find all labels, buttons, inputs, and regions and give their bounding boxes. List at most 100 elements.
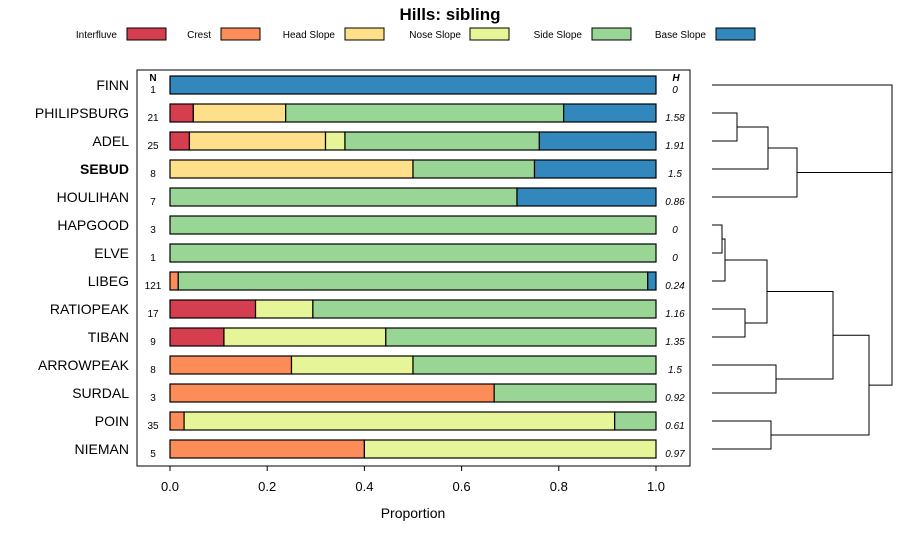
bar-segment xyxy=(169,215,657,235)
legend-swatch xyxy=(469,27,510,41)
row-label: ADEL xyxy=(92,133,129,149)
legend-swatch xyxy=(126,27,167,41)
row-n-count: 5 xyxy=(150,449,156,460)
bar-segment xyxy=(169,131,191,151)
row-n-count: 17 xyxy=(147,309,159,320)
dendrogram-branch xyxy=(712,238,726,282)
bar-segment xyxy=(169,439,365,459)
plot-frame xyxy=(136,69,691,467)
row-h-value: 1.91 xyxy=(665,141,684,152)
dendrogram-branch xyxy=(712,126,769,170)
row-n-count: 3 xyxy=(150,393,156,404)
row-h-value: 1.58 xyxy=(665,113,685,124)
legend-label: Nose Slope xyxy=(409,30,461,41)
bar-rows: FINN 1 0 PHILIPSBURG 21 1.58 ADEL 25 1.91 SEBUD 8 1… xyxy=(35,75,685,460)
row-h-value: 1.16 xyxy=(665,309,685,320)
x-tick-label: 0.8 xyxy=(550,479,568,494)
row-n-count: 8 xyxy=(150,365,156,376)
bar-segment xyxy=(169,271,179,291)
bar-segment xyxy=(188,131,327,151)
bar-segment xyxy=(169,355,293,375)
bar-segment xyxy=(290,355,414,375)
row-label: TIBAN xyxy=(88,329,129,345)
row-label: PHILIPSBURG xyxy=(35,105,129,121)
bar-segment xyxy=(169,383,495,403)
row-label: FINN xyxy=(96,77,129,93)
legend: Interfluve Crest Head Slope Nose Slope Side … xyxy=(76,27,756,41)
row-h-value: 0.61 xyxy=(665,421,684,432)
legend-label: Side Slope xyxy=(534,30,583,41)
bar-segment xyxy=(344,131,540,151)
chart-title: Hills: sibling xyxy=(399,5,500,24)
bar-segment xyxy=(169,103,194,123)
dendrogram xyxy=(712,84,893,450)
bar-segment xyxy=(254,299,314,319)
x-tick-label: 1.0 xyxy=(647,479,665,494)
bar-segment xyxy=(169,243,657,263)
bar-segment xyxy=(412,159,536,179)
legend-swatch xyxy=(715,27,756,41)
row-label: ARROWPEAK xyxy=(38,357,130,373)
dendrogram-branch xyxy=(712,224,723,254)
bar-segment xyxy=(533,159,657,179)
row-n-count: 35 xyxy=(147,421,159,432)
bar-segment xyxy=(192,103,287,123)
dendrogram-branch xyxy=(771,334,870,436)
row-h-value: 0.92 xyxy=(665,393,685,404)
row-h-value: 0.86 xyxy=(665,197,685,208)
row-h-value: 1.5 xyxy=(668,169,682,180)
row-label: LIBEG xyxy=(88,273,129,289)
row-label: HOULIHAN xyxy=(57,189,129,205)
bar-segment xyxy=(169,75,657,95)
bar-segment xyxy=(169,187,518,207)
bar-segment xyxy=(385,327,657,347)
legend-label: Head Slope xyxy=(283,30,336,41)
bar-segment xyxy=(516,187,657,207)
row-label: RATIOPEAK xyxy=(50,301,130,317)
dendrogram-branch xyxy=(712,420,772,450)
legend-swatch xyxy=(591,27,632,41)
bar-segment xyxy=(363,439,657,459)
row-n-count: 121 xyxy=(145,281,162,292)
row-h-value: 0.24 xyxy=(665,281,685,292)
row-h-value: 0 xyxy=(672,253,678,264)
dendrogram-branch xyxy=(712,147,798,198)
row-n-count: 7 xyxy=(150,197,156,208)
bar-segment xyxy=(312,299,657,319)
bar-segment xyxy=(614,411,657,431)
dendrogram-branch xyxy=(712,112,738,142)
legend-label: Crest xyxy=(187,30,211,41)
row-n-count: 21 xyxy=(147,113,159,124)
x-axis: 0.0 0.2 0.4 0.6 0.8 1.0 xyxy=(161,466,665,494)
row-h-value: 1.35 xyxy=(665,337,685,348)
bar-segment xyxy=(538,131,657,151)
row-n-count: 9 xyxy=(150,337,156,348)
bar-segment xyxy=(169,411,185,431)
row-n-count: 3 xyxy=(150,225,156,236)
dendrogram-branch xyxy=(712,364,777,394)
row-h-value: 0.97 xyxy=(665,449,685,460)
dendrogram-branch xyxy=(712,84,893,279)
legend-swatch xyxy=(220,27,261,41)
bar-segment xyxy=(563,103,657,123)
legend-label: Base Slope xyxy=(655,30,707,41)
dendrogram-branch xyxy=(797,172,893,386)
bar-segment xyxy=(647,271,657,291)
legend-label: Interfluve xyxy=(76,30,118,41)
x-tick-label: 0.4 xyxy=(355,479,373,494)
x-tick-label: 0.0 xyxy=(161,479,179,494)
row-label: HAPGOOD xyxy=(57,217,129,233)
bar-segment xyxy=(183,411,616,431)
bar-segment xyxy=(223,327,387,347)
legend-swatch xyxy=(344,27,385,41)
row-n-count: 1 xyxy=(150,253,156,264)
dendrogram-branch xyxy=(712,308,746,338)
dendrogram-branch xyxy=(767,291,834,380)
bar-segment xyxy=(412,355,657,375)
x-tick-label: 0.6 xyxy=(453,479,471,494)
x-tick-label: 0.2 xyxy=(258,479,276,494)
row-label: SEBUD xyxy=(80,161,129,177)
n-column-header: N xyxy=(149,73,156,84)
row-n-count: 25 xyxy=(147,141,159,152)
